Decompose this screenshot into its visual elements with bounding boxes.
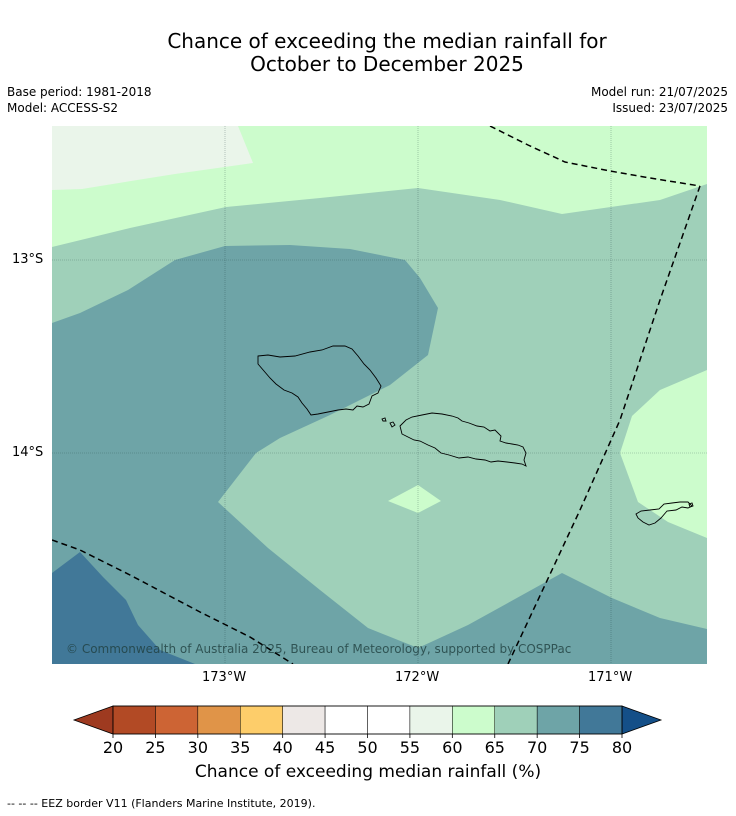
colorbar-under-arrow xyxy=(72,705,114,735)
colorbar-segment xyxy=(282,705,326,735)
colorbar-segment xyxy=(579,705,623,735)
region-60-65-small xyxy=(388,485,441,513)
island-savaii xyxy=(257,345,382,416)
colorbar-segment xyxy=(536,705,580,735)
colorbar-title: Chance of exceeding median rainfall (%) xyxy=(194,762,542,782)
title-line-2: October to December 2025 xyxy=(250,52,524,76)
colorbar-segment xyxy=(112,705,156,735)
island-aunuu xyxy=(688,502,694,508)
colorbar-segment xyxy=(324,705,368,735)
colorbar-tick-label: 75 xyxy=(569,738,589,757)
colorbar-tick-label: 25 xyxy=(145,738,165,757)
colorbar-segment xyxy=(155,705,199,735)
lat-label-14s: 14°S xyxy=(12,445,44,460)
colorbar-segment xyxy=(367,705,411,735)
issued-date: Issued: 23/07/2025 xyxy=(612,101,728,115)
eez-border xyxy=(52,126,701,664)
colorbar-segment xyxy=(240,705,283,735)
colorbar-tick-label: 30 xyxy=(188,738,208,757)
colorbar-segment xyxy=(452,705,496,735)
colorbar-tick-label: 50 xyxy=(357,738,377,757)
eez-border-east xyxy=(507,185,701,664)
copyright-notice: © Commonwealth of Australia 2025, Bureau… xyxy=(66,642,571,656)
colorbar-tick-label: 80 xyxy=(612,738,632,757)
colorbar-segment xyxy=(197,705,241,735)
colorbar-tick-label: 70 xyxy=(527,738,547,757)
colorbar-over-arrow xyxy=(621,705,663,735)
colorbar-segment xyxy=(409,705,453,735)
colorbar-tick-label: 55 xyxy=(400,738,420,757)
region-75-80-southwest xyxy=(52,552,195,664)
colorbar-tick-label: 65 xyxy=(485,738,505,757)
meta-right: Model run: 21/07/2025 Issued: 23/07/2025 xyxy=(591,84,728,116)
meta-left: Base period: 1981-2018 Model: ACCESS-S2 xyxy=(7,84,152,116)
island-upolu xyxy=(399,412,527,467)
colorbar-tick-label: 35 xyxy=(230,738,250,757)
colorbar-tick-label: 20 xyxy=(103,738,123,757)
eez-border-southwest xyxy=(52,539,294,664)
gridlines xyxy=(52,126,707,664)
eez-border-north xyxy=(489,126,701,187)
title-line-1: Chance of exceeding the median rainfall … xyxy=(167,29,607,53)
lat-label-13s: 13°S xyxy=(12,252,44,267)
region-45-50-northwest xyxy=(52,126,253,190)
rainfall-map: © Commonwealth of Australia 2025, Bureau… xyxy=(52,126,707,664)
island-apolima xyxy=(381,417,387,422)
colorbar-tick-label: 60 xyxy=(442,738,462,757)
island-outlines xyxy=(257,345,694,526)
region-60-65-east xyxy=(620,370,707,538)
colorbar-segment xyxy=(494,705,538,735)
lon-label-173w: 173°W xyxy=(202,670,247,685)
colorbar: 20 25 30 35 40 45 50 55 60 65 70 75 80 xyxy=(72,705,663,757)
colorbar-frame xyxy=(112,705,623,735)
colorbar-tick-label: 40 xyxy=(272,738,292,757)
chart-title: Chance of exceeding the median rainfall … xyxy=(0,30,736,76)
lon-label-172w: 172°W xyxy=(395,670,440,685)
region-70-75-west xyxy=(52,245,707,664)
island-manono xyxy=(389,421,396,428)
eez-border-legend: -- -- -- EEZ border V11 (Flanders Marine… xyxy=(7,797,316,810)
base-period: Base period: 1981-2018 xyxy=(7,85,152,99)
model-run: Model run: 21/07/2025 xyxy=(590,85,728,99)
island-tutuila xyxy=(635,501,693,526)
model-name: Model: ACCESS-S2 xyxy=(7,101,119,115)
lon-label-171w: 171°W xyxy=(588,670,633,685)
colorbar-tick-label: 45 xyxy=(315,738,335,757)
